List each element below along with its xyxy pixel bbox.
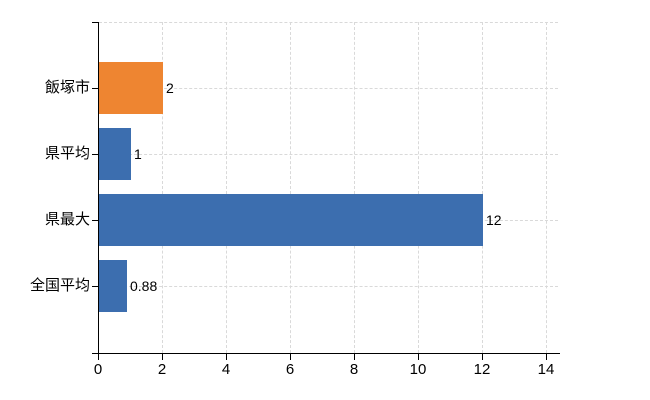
x-axis-tick-label: 12 bbox=[473, 361, 491, 378]
gridline-vertical bbox=[482, 22, 483, 353]
x-axis-tick bbox=[546, 354, 547, 360]
y-axis-tick bbox=[92, 220, 98, 221]
x-axis-tick bbox=[290, 354, 291, 360]
gridline-horizontal bbox=[99, 22, 558, 23]
x-axis-tick bbox=[482, 354, 483, 360]
y-axis-tick bbox=[92, 154, 98, 155]
x-axis-tick-label: 0 bbox=[93, 361, 103, 378]
gridline-vertical bbox=[226, 22, 227, 353]
category-label: 全国平均 bbox=[29, 277, 90, 294]
gridline-horizontal bbox=[99, 154, 558, 155]
gridline-vertical bbox=[546, 22, 547, 353]
category-label: 県最大 bbox=[44, 211, 90, 228]
bar-value-label: 2 bbox=[166, 80, 174, 96]
x-axis-tick-label: 10 bbox=[409, 361, 427, 378]
x-axis-tick-label: 4 bbox=[221, 361, 231, 378]
category-label: 飯塚市 bbox=[44, 79, 90, 96]
x-axis-tick bbox=[162, 354, 163, 360]
y-axis-tick bbox=[92, 286, 98, 287]
x-axis-tick-label: 8 bbox=[349, 361, 359, 378]
y-axis-tick bbox=[92, 88, 98, 89]
x-axis-line bbox=[92, 353, 560, 354]
bar bbox=[99, 260, 127, 312]
bar-value-label: 12 bbox=[486, 212, 502, 228]
x-axis-tick bbox=[418, 354, 419, 360]
gridline-vertical bbox=[162, 22, 163, 353]
bar-value-label: 0.88 bbox=[130, 278, 158, 294]
bar bbox=[99, 62, 163, 114]
bar-value-label: 1 bbox=[134, 146, 142, 162]
x-axis-tick-label: 2 bbox=[157, 361, 167, 378]
bar bbox=[99, 128, 131, 180]
x-axis-tick bbox=[98, 354, 99, 360]
y-axis-line bbox=[98, 22, 99, 354]
category-label: 県平均 bbox=[44, 145, 90, 162]
gridline-horizontal bbox=[99, 88, 558, 89]
x-axis-tick-label: 6 bbox=[285, 361, 295, 378]
gridline-vertical bbox=[418, 22, 419, 353]
gridline-vertical bbox=[290, 22, 291, 353]
x-axis-tick bbox=[226, 354, 227, 360]
bar bbox=[99, 194, 483, 246]
y-axis-tick bbox=[92, 22, 98, 23]
x-axis-tick-label: 14 bbox=[537, 361, 555, 378]
x-axis-tick bbox=[354, 354, 355, 360]
gridline-horizontal bbox=[99, 286, 558, 287]
gridline-vertical bbox=[354, 22, 355, 353]
